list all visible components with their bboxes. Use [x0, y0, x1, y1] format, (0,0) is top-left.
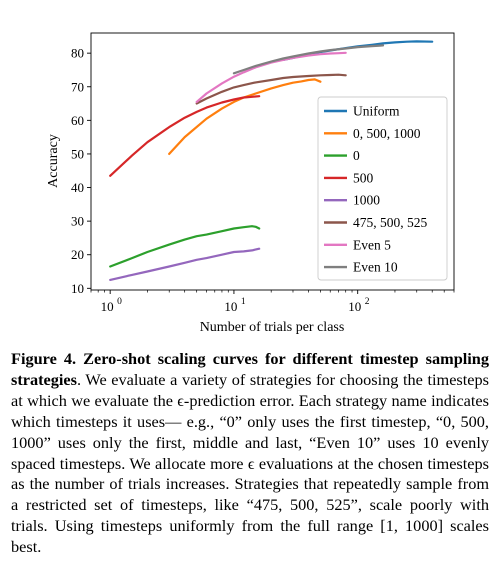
- y-tick-label: 80: [71, 46, 84, 61]
- caption-body: . We evaluate a variety of strategies fo…: [11, 369, 489, 557]
- x-tick-exponent: 2: [365, 297, 370, 307]
- legend-label: 0, 500, 1000: [353, 126, 421, 141]
- x-tick-exponent: 1: [241, 297, 246, 307]
- y-tick-label: 50: [71, 146, 84, 161]
- caption-label: Figure 4.: [11, 349, 77, 368]
- plot-lines: [109, 40, 434, 281]
- series-line: [109, 95, 261, 177]
- x-tick-label: 10: [101, 299, 114, 314]
- x-tick-label: 10: [224, 299, 237, 314]
- y-tick-label: 60: [71, 113, 84, 128]
- y-tick-label: 10: [71, 281, 84, 296]
- legend-label: 0: [353, 148, 360, 163]
- series-line: [109, 225, 261, 268]
- figure-caption: Figure 4. Zero-shot scaling curves for d…: [11, 349, 489, 558]
- series-line: [109, 247, 261, 281]
- legend-label: Uniform: [353, 104, 400, 119]
- y-tick-label: 30: [71, 214, 84, 229]
- series-line: [195, 51, 347, 104]
- y-tick-label: 20: [71, 247, 84, 262]
- legend-label: 475, 500, 525: [353, 215, 428, 230]
- y-tick-label: 40: [71, 180, 84, 195]
- legend-label: 1000: [353, 193, 380, 208]
- legend-box: [317, 96, 448, 281]
- series-line: [168, 78, 322, 155]
- figure: 10 20 30 40 50 60 70 80 10 0 10 1 10 2 Number of tria…: [46, 32, 455, 335]
- legend-label: 500: [353, 170, 374, 185]
- legend-label: Even 5: [353, 237, 391, 252]
- legend: Uniform 0, 500, 1000 0 500 1000 475, 500, 525…: [317, 96, 448, 281]
- series-line: [232, 44, 385, 75]
- legend-label: Even 10: [353, 260, 398, 275]
- x-tick-exponent: 0: [117, 297, 122, 307]
- y-axis-label: Accuracy: [46, 134, 61, 188]
- x-axis-label: Number of trials per class: [200, 320, 345, 335]
- x-tick-label: 10: [348, 299, 361, 314]
- plot-frame: [90, 32, 455, 291]
- y-tick-label: 70: [71, 79, 84, 94]
- series-line: [195, 73, 347, 105]
- caption-title: Zero-shot scaling curves for different t…: [11, 349, 489, 389]
- series-line: [282, 40, 434, 62]
